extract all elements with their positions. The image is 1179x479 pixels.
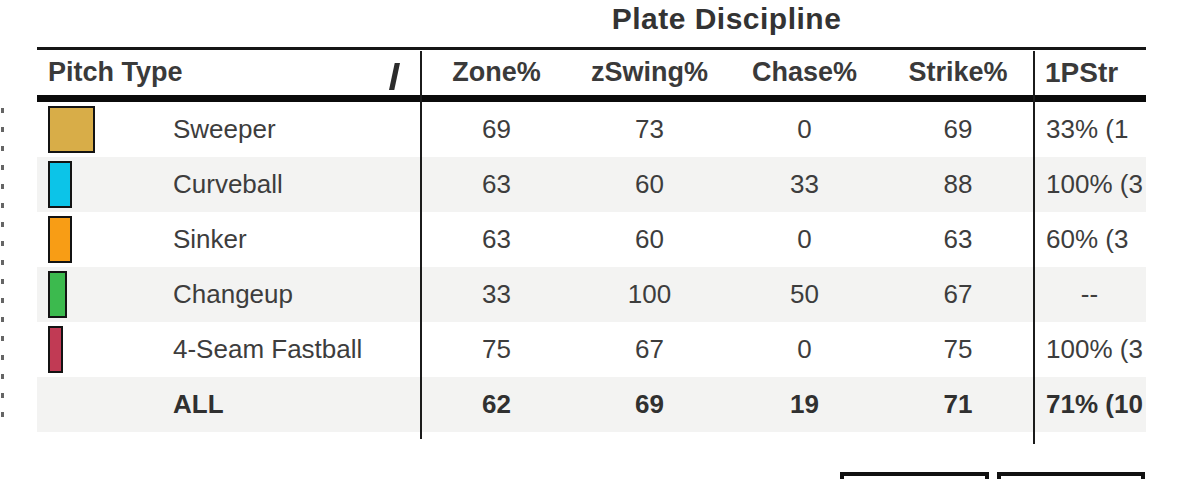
strike-value: 67: [883, 267, 1033, 322]
column-divider: [420, 51, 422, 439]
bottom-button-right[interactable]: [997, 472, 1145, 479]
table-header-row: Pitch Type Zone% zSwing% Chase% Strike% …: [37, 47, 1146, 102]
chase-value: 19: [726, 377, 883, 432]
slash-icon[interactable]: [389, 63, 400, 90]
zswing-value: 73: [573, 102, 726, 157]
strike-value: 71: [883, 377, 1033, 432]
zswing-value: 67: [573, 322, 726, 377]
plate-discipline-table: Pitch Type Zone% zSwing% Chase% Strike% …: [37, 47, 1146, 444]
first-pitch-strike-value: --: [1033, 267, 1146, 322]
pitch-type-cell: 4-Seam Fastball: [37, 322, 420, 377]
column-header-zswing[interactable]: zSwing%: [573, 50, 726, 95]
pitch-color-swatch: [48, 216, 72, 263]
pitch-color-swatch: [48, 161, 72, 208]
strike-value: 75: [883, 322, 1033, 377]
column-divider: [1033, 51, 1035, 444]
chase-value: 0: [726, 322, 883, 377]
bottom-button-left[interactable]: [840, 472, 989, 479]
pitch-type-cell: Changeup: [37, 267, 420, 322]
pitch-type-header-label: Pitch Type: [48, 57, 183, 87]
pitch-type-cell: Sweeper: [37, 102, 420, 157]
page-title: Plate Discipline: [420, 2, 1033, 36]
chase-value: 50: [726, 267, 883, 322]
zone-value: 69: [420, 102, 573, 157]
zone-value: 63: [420, 157, 573, 212]
pitch-color-swatch: [48, 271, 67, 318]
pitch-type-label: Sweeper: [173, 114, 276, 144]
pitch-type-cell: Sinker: [37, 212, 420, 267]
first-pitch-strike-value: 100% (3: [1033, 322, 1146, 377]
chase-value: 0: [726, 212, 883, 267]
zswing-value: 69: [573, 377, 726, 432]
pitch-type-label: Curveball: [173, 169, 283, 199]
table-row: Sweeper 69 73 0 69 33% (1: [37, 102, 1146, 157]
strike-value: 69: [883, 102, 1033, 157]
column-header-pitch-type[interactable]: Pitch Type: [37, 50, 420, 95]
chase-value: 0: [726, 102, 883, 157]
zone-value: 63: [420, 212, 573, 267]
pitch-color-swatch: [48, 106, 95, 153]
column-header-strike[interactable]: Strike%: [883, 50, 1033, 95]
pitch-type-label: Changeup: [173, 279, 293, 309]
zone-value: 33: [420, 267, 573, 322]
first-pitch-strike-value: 71% (10: [1033, 377, 1146, 432]
clipped-left-edge-marks: [1, 108, 4, 430]
zswing-value: 100: [573, 267, 726, 322]
pitch-type-label: ALL: [173, 389, 224, 419]
strike-value: 63: [883, 212, 1033, 267]
table-row: Sinker 63 60 0 63 60% (3: [37, 212, 1146, 267]
column-header-zone[interactable]: Zone%: [420, 50, 573, 95]
pitch-type-cell: ALL: [37, 377, 420, 432]
first-pitch-strike-value: 100% (3: [1033, 157, 1146, 212]
first-pitch-strike-value: 33% (1: [1033, 102, 1146, 157]
pitch-color-swatch: [48, 326, 63, 373]
zswing-value: 60: [573, 157, 726, 212]
table-row: Changeup 33 100 50 67 --: [37, 267, 1146, 322]
pitch-type-label: 4-Seam Fastball: [173, 334, 362, 364]
strike-value: 88: [883, 157, 1033, 212]
column-header-first-pitch-strike[interactable]: 1PStr: [1033, 50, 1146, 95]
chase-value: 33: [726, 157, 883, 212]
zone-value: 75: [420, 322, 573, 377]
table-row-totals: ALL 62 69 19 71 71% (10: [37, 377, 1146, 432]
pitch-type-label: Sinker: [173, 224, 247, 254]
pitch-type-cell: Curveball: [37, 157, 420, 212]
column-header-chase[interactable]: Chase%: [726, 50, 883, 95]
table-row: 4-Seam Fastball 75 67 0 75 100% (3: [37, 322, 1146, 377]
table-row: Curveball 63 60 33 88 100% (3: [37, 157, 1146, 212]
zone-value: 62: [420, 377, 573, 432]
first-pitch-strike-value: 60% (3: [1033, 212, 1146, 267]
zswing-value: 60: [573, 212, 726, 267]
